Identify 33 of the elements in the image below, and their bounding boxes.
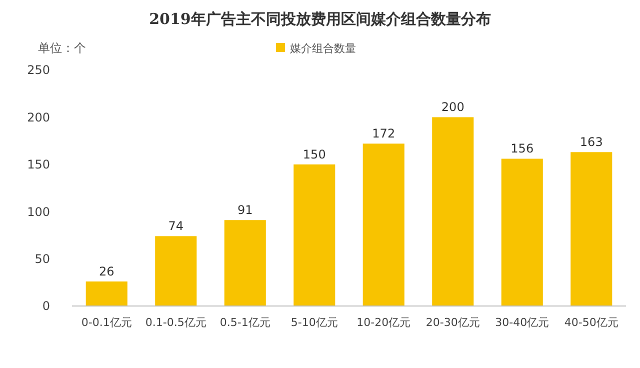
x-tick-label: 20-30亿元	[426, 316, 480, 329]
y-tick-label: 200	[27, 110, 50, 124]
y-tick-label: 100	[27, 204, 50, 219]
y-tick-label: 150	[27, 158, 50, 172]
y-axis-title: 单位：个	[38, 41, 86, 55]
data-label: 200	[441, 100, 464, 114]
x-tick-label: 30-40亿元	[495, 316, 550, 329]
bar	[224, 220, 266, 306]
x-tick-label: 0.5-1亿元	[220, 316, 270, 329]
bar	[570, 152, 612, 306]
y-tick-label: 50	[34, 252, 50, 266]
bar	[155, 236, 197, 306]
data-label: 91	[237, 203, 253, 218]
data-label: 172	[372, 126, 396, 141]
bar	[294, 164, 336, 306]
data-label: 163	[580, 135, 603, 150]
x-tick-label: 40-50亿元	[564, 316, 618, 329]
y-tick-label: 0	[42, 299, 50, 314]
y-tick-label: 250	[27, 63, 50, 78]
data-label: 74	[168, 219, 184, 234]
data-label: 156	[510, 142, 534, 156]
x-tick-label: 5-10亿元	[290, 316, 338, 329]
x-tick-label: 10-20亿元	[356, 316, 411, 329]
legend-label: 媒介组合数量	[290, 42, 356, 55]
x-tick-label: 0.1-0.5亿元	[145, 316, 206, 329]
bar	[86, 281, 128, 306]
x-tick-label: 0-0.1亿元	[81, 316, 132, 329]
data-label: 26	[98, 264, 114, 278]
bar	[432, 117, 474, 306]
chart-title: 2019年广告主不同投放费用区间媒介组合数量分布	[149, 10, 491, 28]
data-label: 150	[302, 147, 326, 162]
bar	[501, 158, 543, 306]
bar	[362, 144, 404, 306]
